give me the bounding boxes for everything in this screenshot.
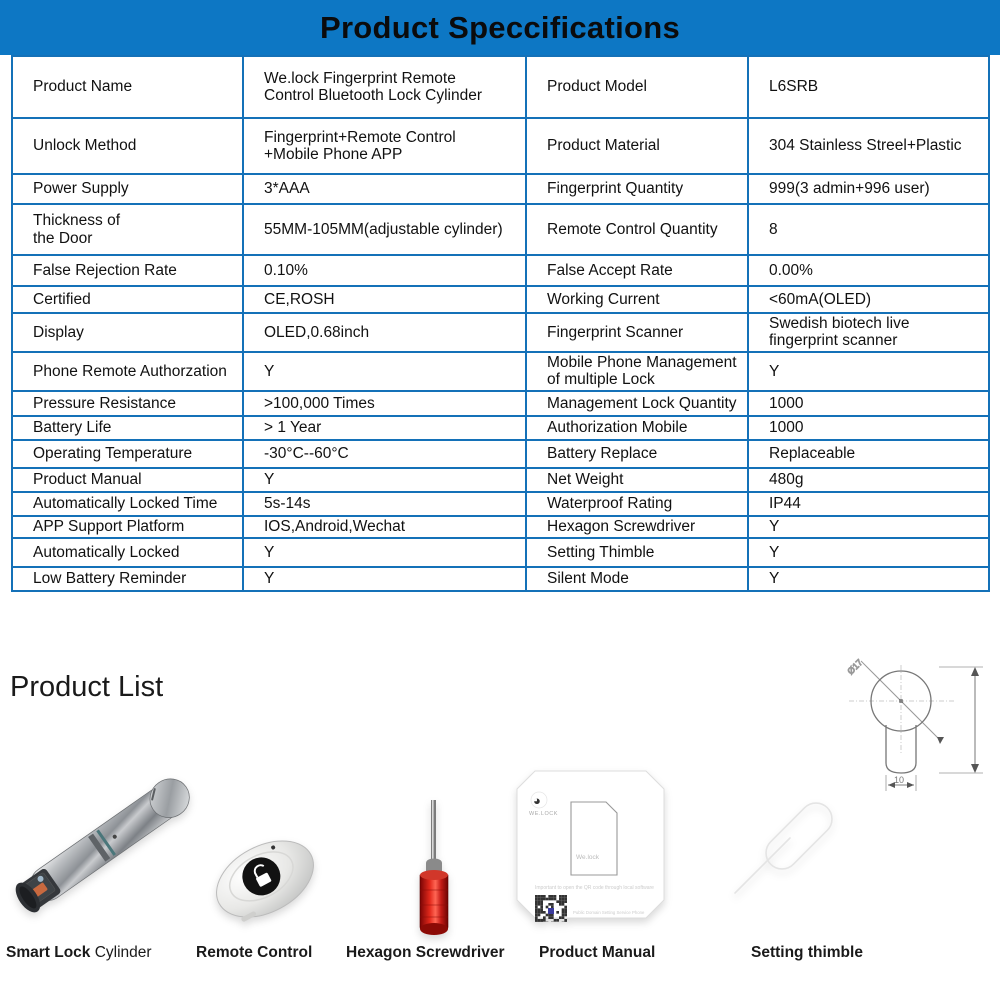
svg-text:Ø17: Ø17 — [845, 657, 864, 676]
svg-text:10: 10 — [894, 775, 904, 785]
svg-text:WE.LOCK: WE.LOCK — [529, 811, 558, 817]
svg-text:◕: ◕ — [533, 793, 541, 808]
svg-text:Important to open the QR code: Important to open the QR code through lo… — [535, 885, 654, 891]
svg-text:We.lock: We.lock — [576, 854, 600, 861]
svg-text:Public Domain Setting Service: Public Domain Setting Service Phone — [573, 910, 645, 915]
